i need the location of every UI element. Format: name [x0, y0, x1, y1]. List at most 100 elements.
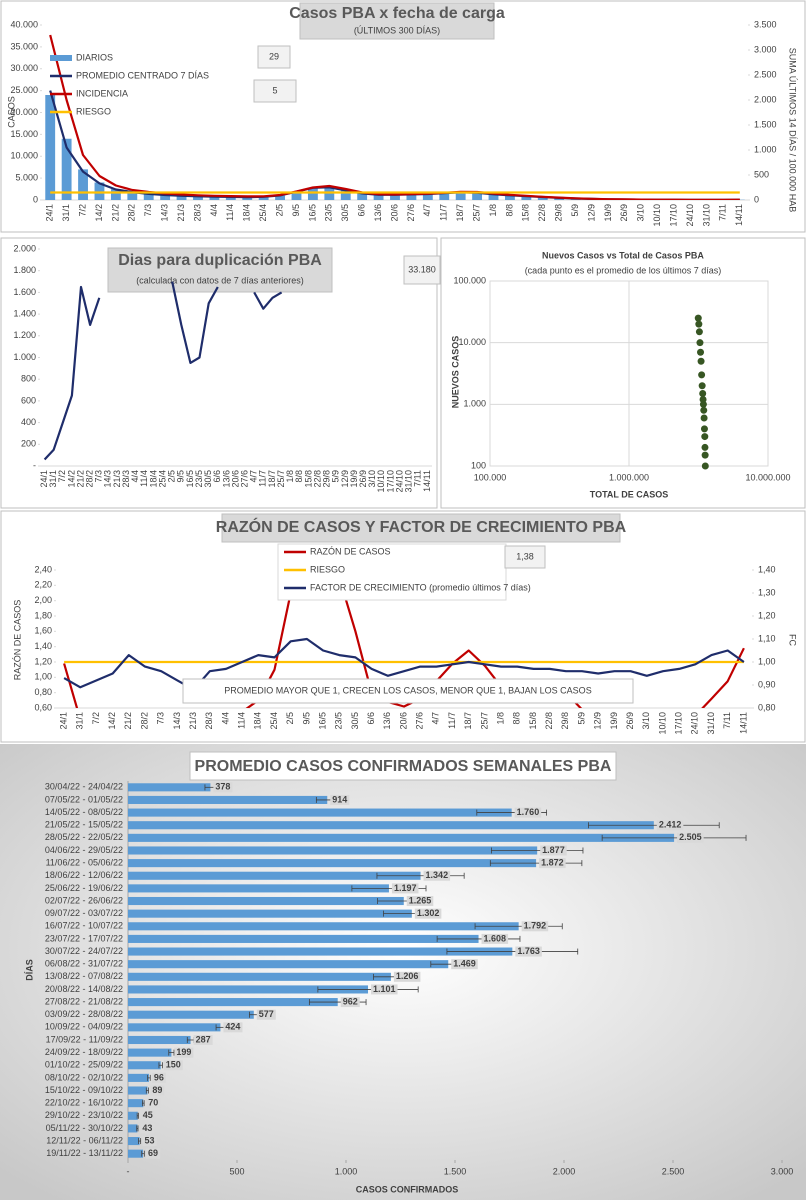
data-label: 1.101: [373, 984, 396, 994]
x-tick-label: 3/10: [367, 470, 377, 488]
x-tick-label: 3/10: [636, 204, 646, 222]
x-tick-label: 24/1: [45, 204, 55, 222]
chart-title: RAZÓN DE CASOS Y FACTOR DE CRECIMIENTO P…: [216, 517, 627, 536]
y-tick-label: 600: [21, 395, 36, 405]
data-label: 962: [343, 996, 358, 1006]
x-tick-label: 20/6: [389, 204, 399, 222]
x-tick-label: 18/4: [253, 712, 263, 730]
x-axis-label: CASOS CONFIRMADOS: [356, 1184, 459, 1194]
x-tick-label: 13/6: [221, 470, 231, 488]
x-tick-label: 25/4: [269, 712, 279, 730]
x-tick-label: 22/8: [312, 470, 322, 488]
x-tick-label: 30/5: [350, 712, 360, 730]
data-label: 378: [215, 782, 230, 792]
legend-box: [277, 543, 507, 601]
x-tick-label: 7/2: [77, 204, 87, 217]
bar: [128, 795, 328, 804]
bar: [390, 194, 400, 200]
x-tick-label: 24/1: [39, 470, 49, 488]
x-tick-label: 14/3: [103, 470, 113, 488]
bar: [143, 193, 154, 200]
data-label: 577: [259, 1009, 274, 1019]
x-tick-label: 11/4: [237, 712, 247, 729]
annotation: 29: [269, 51, 279, 61]
bar: [61, 138, 72, 200]
x-tick-label: 28/3: [121, 470, 131, 488]
x-tick-label: 4/7: [422, 204, 432, 217]
bar: [128, 821, 654, 830]
annotation: PROMEDIO MAYOR QUE 1, CRECEN LOS CASOS, …: [224, 685, 591, 695]
x-tick-label: 11/4: [225, 204, 235, 221]
x-tick-label: 500: [229, 1166, 244, 1176]
bar: [127, 191, 138, 200]
data-label: 287: [196, 1034, 211, 1044]
data-label-box: [140, 1123, 155, 1134]
y-tick-label: 04/06/22 - 29/05/22: [45, 845, 123, 855]
bar: [472, 192, 483, 200]
x-tick-label: 11/7: [447, 712, 457, 729]
bar: [128, 783, 211, 792]
data-label-box: [213, 782, 233, 793]
data-label: 43: [142, 1123, 152, 1133]
y2-tick-label: 1,00: [758, 656, 776, 666]
bar: [357, 193, 368, 200]
data-label-box: [340, 997, 360, 1008]
bar: [209, 196, 220, 200]
y-tick-label: 15/10/22 - 09/10/22: [45, 1085, 123, 1095]
x-tick-label: 15/8: [528, 712, 538, 730]
data-label: 1.265: [409, 895, 432, 905]
x-tick-label: 19/9: [349, 470, 359, 488]
legend-label: FACTOR DE CRECIMIENTO (promedio últimos …: [310, 582, 531, 592]
scatter-point: [698, 382, 706, 390]
data-label-box: [150, 1085, 165, 1096]
x-tick-label: 18/4: [148, 470, 158, 488]
bar: [128, 871, 421, 880]
x-tick-label: 17/10: [674, 712, 684, 735]
x-tick-label: 23/5: [334, 712, 344, 730]
data-label: 150: [166, 1060, 181, 1070]
x-tick-label: 2/5: [285, 712, 295, 725]
x-tick-label: 8/8: [294, 470, 304, 483]
x-tick-label: 18/4: [242, 204, 252, 222]
y-tick-label: 23/07/22 - 17/07/22: [45, 933, 123, 943]
x-tick-label: 21/3: [176, 204, 186, 222]
data-label-box: [393, 971, 421, 982]
bar: [110, 189, 121, 200]
y-tick-label: 1.600: [13, 287, 36, 297]
x-tick-label: 27/6: [415, 712, 425, 730]
x-tick-label: 5/9: [576, 712, 586, 725]
bar: [193, 196, 203, 200]
data-label: 69: [148, 1148, 158, 1158]
x-tick-label: 15/8: [303, 470, 313, 488]
y-tick-label: 100: [471, 460, 486, 470]
scatter-point: [701, 433, 709, 441]
data-label: 1.197: [394, 883, 417, 893]
chart-panel: Dias para duplicación PBA (calculada con …: [0, 237, 441, 509]
x-tick-label: 7/2: [91, 712, 101, 725]
x-tick-label: 5/9: [331, 470, 341, 483]
x-tick-label: 19/9: [603, 204, 613, 222]
x-tick-label: 21/3: [112, 470, 122, 488]
data-label-box: [256, 1009, 276, 1020]
bar: [128, 1010, 254, 1019]
y-tick-label: 27/08/22 - 21/08/22: [45, 996, 123, 1006]
scatter-point: [696, 339, 704, 347]
x-tick-label: 3.000: [771, 1166, 794, 1176]
bar: [291, 192, 302, 200]
data-label-box: [677, 832, 704, 843]
x-tick-label: 14/3: [172, 712, 182, 730]
bar: [258, 196, 269, 200]
x-tick-label: 12/9: [593, 712, 603, 730]
x-tick-label: 14/11: [422, 470, 432, 492]
y-tick-label: 10.000: [458, 337, 486, 347]
scatter-point: [698, 371, 706, 379]
x-tick-label: 1.000.000: [609, 472, 649, 482]
y2-tick-label: 1,10: [758, 633, 776, 643]
y2-tick-label: 2.000: [754, 94, 777, 104]
y-tick-label: 16/07/22 - 10/07/22: [45, 921, 123, 931]
y2-tick-label: 500: [754, 169, 769, 179]
x-tick-label: 18/7: [455, 204, 465, 222]
x-tick-label: 23/5: [324, 204, 334, 222]
y2-tick-label: 1,20: [758, 610, 776, 620]
